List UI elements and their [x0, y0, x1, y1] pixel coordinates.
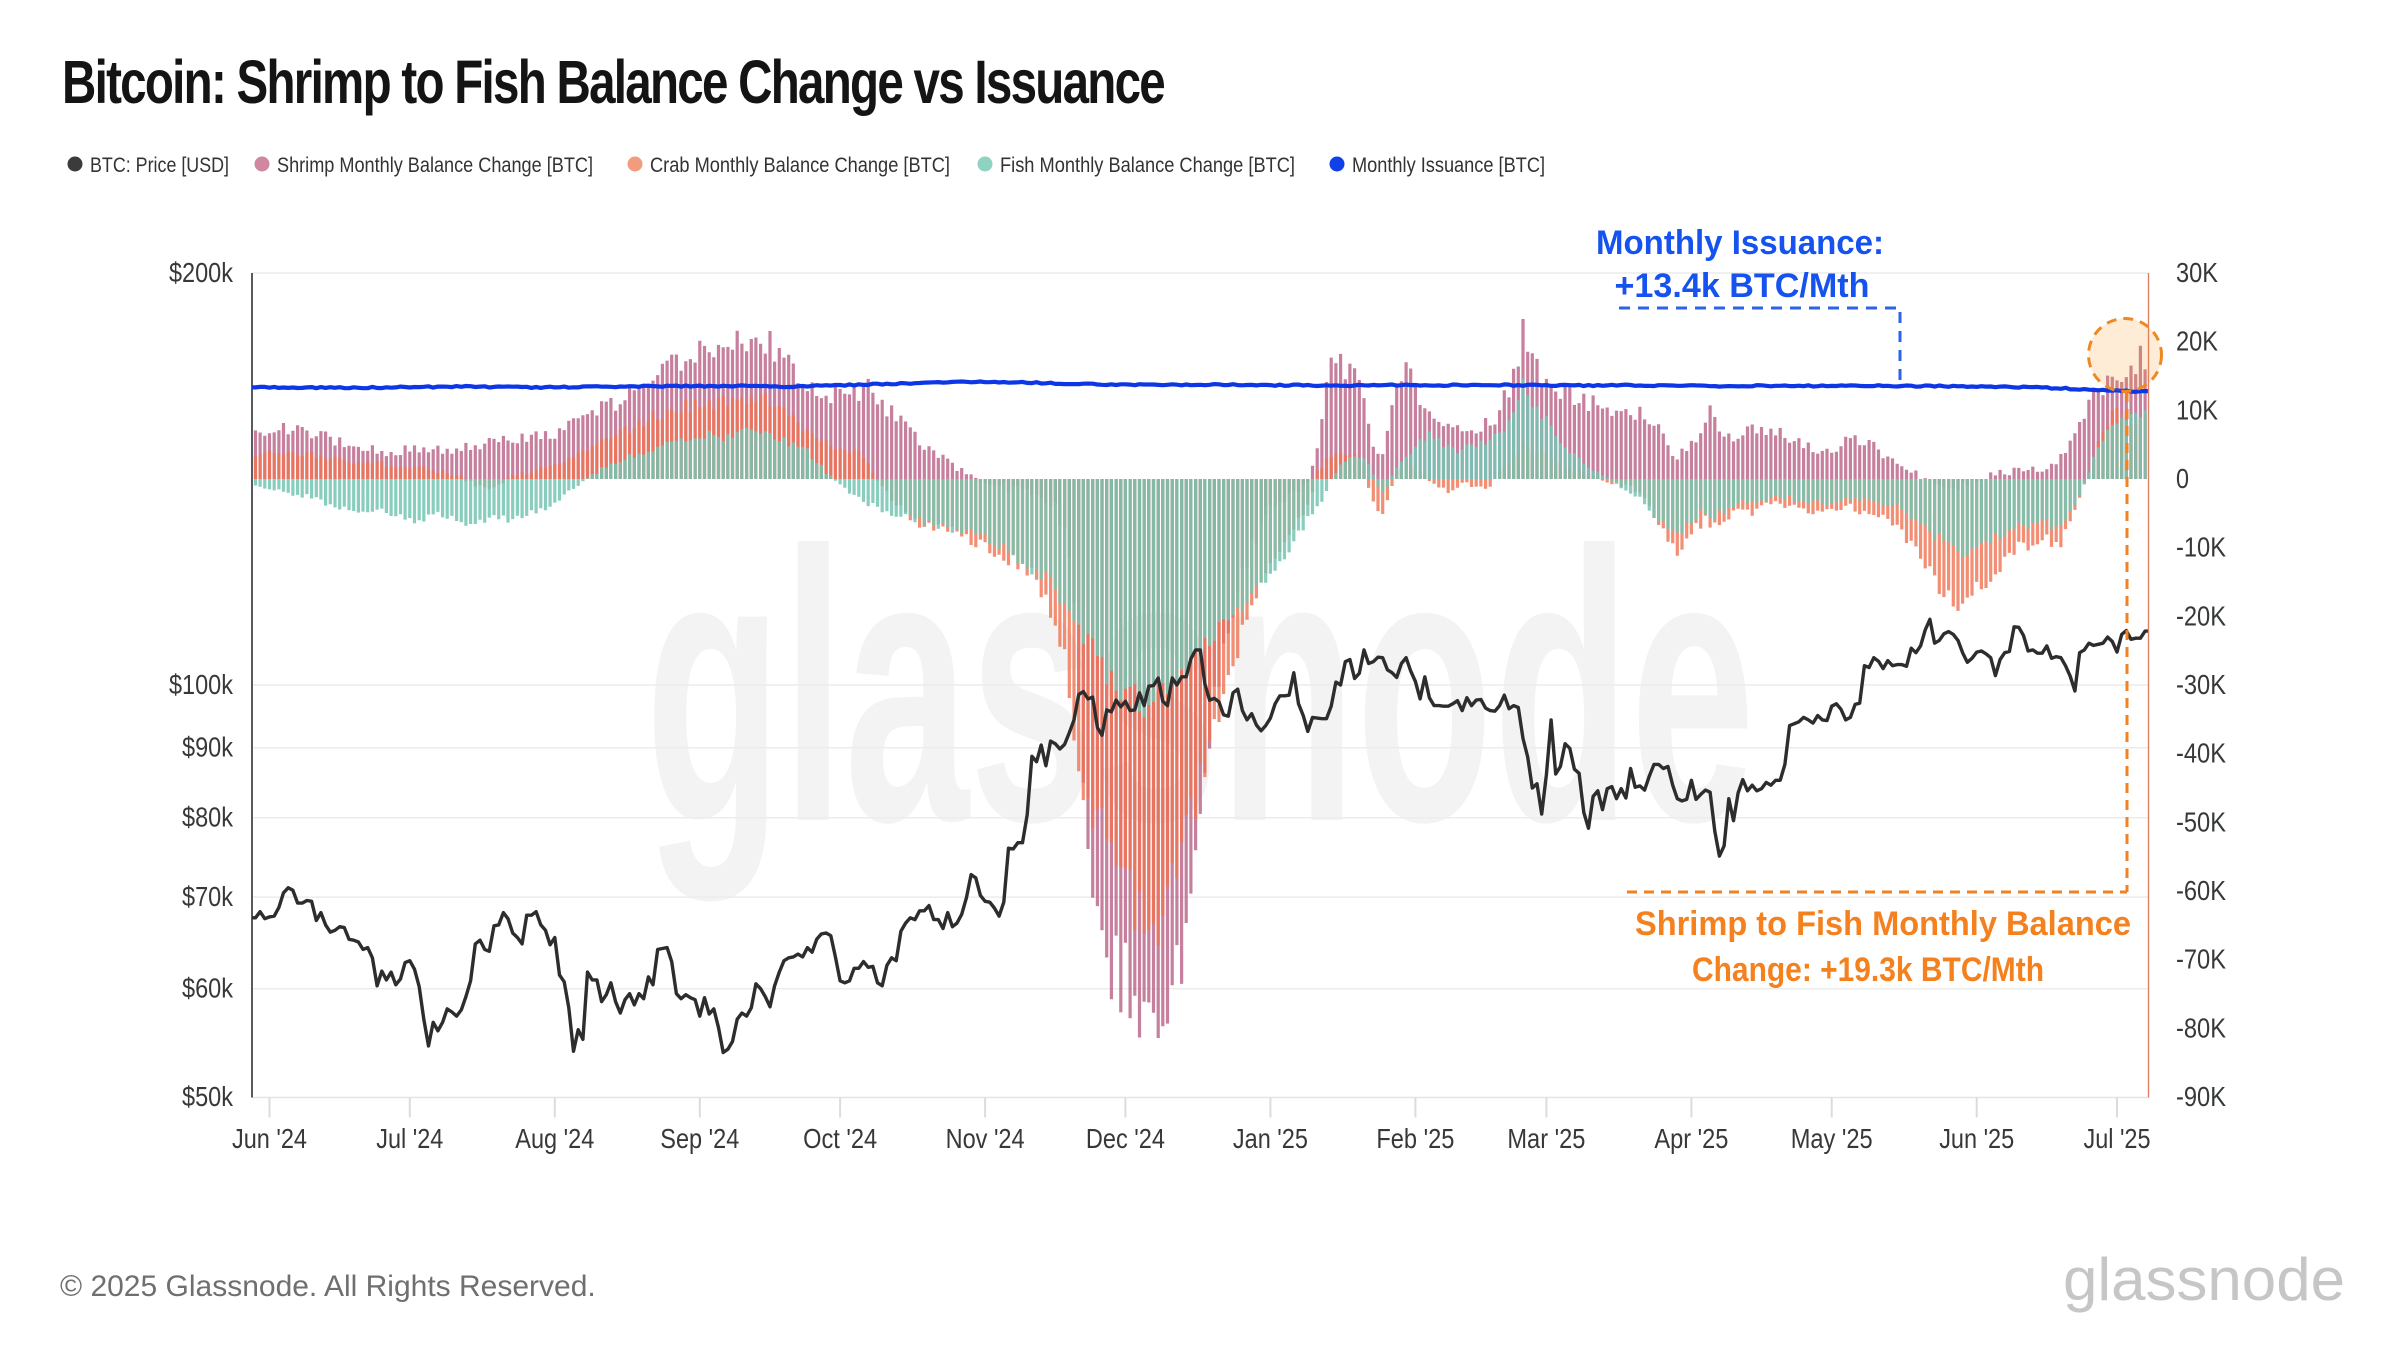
svg-text:Monthly Issuance:: Monthly Issuance: [1596, 224, 1884, 262]
svg-text:-50K: -50K [2176, 806, 2226, 837]
svg-text:May '25: May '25 [1791, 1123, 1873, 1154]
svg-text:Jul '25: Jul '25 [2084, 1123, 2151, 1154]
svg-text:Aug '24: Aug '24 [515, 1123, 594, 1154]
svg-text:-80K: -80K [2176, 1012, 2226, 1043]
svg-text:Apr '25: Apr '25 [1654, 1123, 1728, 1154]
svg-text:Monthly Issuance [BTC]: Monthly Issuance [BTC] [1352, 153, 1545, 177]
svg-text:-40K: -40K [2176, 738, 2226, 769]
svg-text:Mar '25: Mar '25 [1507, 1123, 1585, 1154]
svg-text:$100k: $100k [169, 669, 234, 700]
svg-text:$90k: $90k [182, 732, 234, 763]
svg-text:-60K: -60K [2176, 875, 2226, 906]
svg-text:$70k: $70k [182, 881, 234, 912]
svg-text:-20K: -20K [2176, 600, 2226, 631]
svg-text:-30K: -30K [2176, 669, 2226, 700]
svg-text:30K: 30K [2176, 257, 2218, 288]
svg-text:BTC: Price [USD]: BTC: Price [USD] [90, 153, 229, 177]
svg-text:Fish Monthly Balance Change [B: Fish Monthly Balance Change [BTC] [1000, 153, 1295, 177]
svg-text:Shrimp Monthly Balance Change: Shrimp Monthly Balance Change [BTC] [277, 153, 593, 177]
svg-text:Shrimp to Fish Monthly Balance: Shrimp to Fish Monthly Balance [1635, 905, 2131, 943]
svg-text:10K: 10K [2176, 394, 2218, 425]
svg-text:$200k: $200k [169, 257, 234, 288]
svg-text:$80k: $80k [182, 802, 234, 833]
svg-text:-70K: -70K [2176, 944, 2226, 975]
svg-text:Crab Monthly Balance Change [B: Crab Monthly Balance Change [BTC] [650, 153, 950, 177]
svg-text:Feb '25: Feb '25 [1376, 1123, 1454, 1154]
svg-text:0: 0 [2176, 463, 2189, 494]
svg-text:Nov '24: Nov '24 [946, 1123, 1025, 1154]
svg-text:Sep '24: Sep '24 [660, 1123, 739, 1154]
svg-text:Jul '24: Jul '24 [376, 1123, 443, 1154]
svg-text:Change: +19.3k BTC/Mth: Change: +19.3k BTC/Mth [1692, 951, 2044, 989]
svg-text:Jan '25: Jan '25 [1233, 1123, 1308, 1154]
svg-text:-10K: -10K [2176, 532, 2226, 563]
svg-text:© 2025 Glassnode. All Rights R: © 2025 Glassnode. All Rights Reserved. [60, 1270, 596, 1303]
svg-text:glassnode: glassnode [2063, 1246, 2345, 1313]
svg-text:Dec '24: Dec '24 [1086, 1123, 1165, 1154]
svg-text:$60k: $60k [182, 973, 234, 1004]
svg-text:Bitcoin: Shrimp to Fish Balanc: Bitcoin: Shrimp to Fish Balance Change v… [62, 48, 1164, 116]
svg-text:Jun '24: Jun '24 [232, 1123, 307, 1154]
svg-text:$50k: $50k [182, 1081, 234, 1112]
svg-text:-90K: -90K [2176, 1081, 2226, 1112]
svg-text:Oct '24: Oct '24 [803, 1123, 877, 1154]
svg-text:20K: 20K [2176, 326, 2218, 357]
svg-text:+13.4k BTC/Mth: +13.4k BTC/Mth [1615, 267, 1870, 305]
svg-text:Jun '25: Jun '25 [1939, 1123, 2014, 1154]
